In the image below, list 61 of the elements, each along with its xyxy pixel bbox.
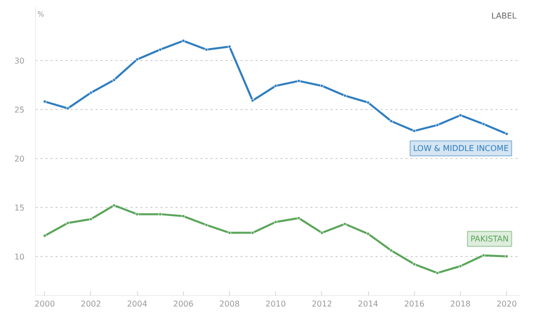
point — [458, 264, 462, 268]
point — [482, 122, 486, 126]
point — [89, 90, 93, 94]
point — [389, 248, 393, 252]
point — [112, 78, 116, 82]
point — [89, 217, 93, 221]
point — [482, 254, 486, 258]
point — [297, 216, 301, 220]
point — [436, 123, 440, 127]
point — [66, 221, 70, 225]
point — [135, 58, 139, 62]
point — [274, 220, 278, 224]
point — [158, 212, 162, 216]
point — [228, 231, 232, 235]
point — [66, 106, 70, 110]
point — [320, 231, 324, 235]
point — [412, 129, 416, 133]
series-label: LOW & MIDDLE INCOME — [413, 144, 509, 153]
point — [228, 44, 232, 48]
point — [250, 231, 254, 235]
point — [343, 222, 347, 226]
y-tick-label: 10 — [14, 252, 25, 262]
point — [274, 84, 278, 88]
point — [135, 212, 139, 216]
point — [343, 94, 347, 98]
point — [320, 84, 324, 88]
point — [297, 79, 301, 83]
point — [366, 232, 370, 236]
x-tick-label: 2016 — [404, 300, 424, 308]
y-tick-label: 15 — [14, 203, 25, 212]
point — [412, 262, 416, 266]
point — [250, 98, 254, 102]
point — [458, 113, 462, 117]
point — [504, 254, 508, 258]
y-tick-label: 25 — [14, 105, 25, 114]
x-tick-label: 2002 — [80, 300, 102, 308]
point — [112, 204, 116, 208]
x-tick-label: 2004 — [126, 300, 148, 308]
point — [182, 214, 186, 218]
point — [389, 119, 393, 123]
annotation: LABEL — [491, 12, 518, 20]
point — [42, 234, 46, 238]
x-tick-label: 2008 — [219, 300, 240, 308]
point — [42, 100, 46, 104]
x-tick-label: 2006 — [173, 300, 194, 308]
point — [436, 271, 440, 275]
x-tick-label: 2012 — [312, 300, 332, 308]
point — [504, 132, 508, 136]
point — [158, 48, 162, 52]
x-tick-label: 2018 — [450, 300, 471, 308]
x-tick-label: 2020 — [496, 300, 517, 308]
y-tick-label: 20 — [14, 154, 25, 164]
series-label: PAKISTAN — [470, 234, 509, 244]
point — [204, 48, 208, 52]
x-tick-label: 2010 — [266, 300, 286, 308]
point — [182, 39, 186, 43]
y-tick-label: 30 — [14, 56, 25, 66]
x-tick-label: 2014 — [358, 300, 378, 308]
point — [366, 100, 370, 104]
point — [204, 223, 208, 227]
x-tick-label: 2000 — [34, 300, 55, 308]
